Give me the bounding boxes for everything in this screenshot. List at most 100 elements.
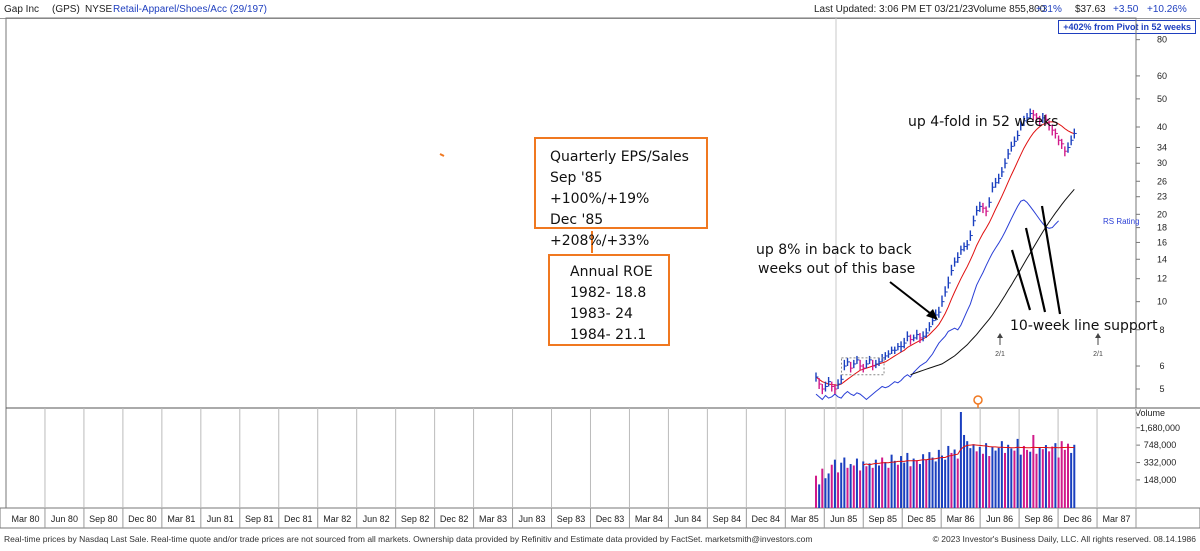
- volume-tick-label: 148,000: [1144, 475, 1177, 485]
- price-tick-label: 16: [1157, 237, 1167, 247]
- split-marker-head: [1095, 333, 1101, 338]
- time-tick-label: Mar 83: [479, 514, 507, 524]
- time-tick-label: Dec 85: [907, 514, 936, 524]
- volume-bar: [878, 465, 881, 508]
- volume-bar: [871, 467, 874, 508]
- volume-bar: [1067, 443, 1070, 508]
- volume-bar: [953, 449, 956, 508]
- volume-bar: [981, 453, 984, 508]
- volume-ma: [863, 444, 1075, 466]
- time-axis: Mar 80 Jun 80 Sep 80 Dec 80 Mar 81 Jun 81 Sep …: [11, 408, 1137, 528]
- time-tick-label: Sep 85: [868, 514, 897, 524]
- stock-exchange: NYSE: [85, 4, 113, 15]
- stock-name: Gap Inc: [4, 4, 40, 15]
- support-stroke: [1040, 205, 1062, 315]
- ma40-line: [910, 188, 1075, 376]
- volume-bar: [934, 461, 937, 508]
- volume-bar: [988, 456, 991, 508]
- time-tick-label: Sep 80: [89, 514, 118, 524]
- volume-bar: [947, 445, 950, 508]
- volume-bar: [975, 451, 978, 508]
- volume-peak-marker: [973, 395, 983, 405]
- volume-bar: [862, 461, 865, 508]
- volume-bar: [830, 464, 833, 508]
- stock-symbol: (GPS): [52, 4, 80, 15]
- volume-bar: [815, 475, 817, 508]
- price-tick-label: 8: [1159, 325, 1164, 335]
- volume-tick-label: 748,000: [1144, 440, 1177, 450]
- volume-bar: [1070, 452, 1073, 508]
- price-tick-label: 18: [1157, 223, 1167, 233]
- volume-bar: [956, 458, 959, 508]
- annotation-overlay: RS Rating 2/1 2/1: [439, 153, 1139, 408]
- time-tick-label: Sep 83: [557, 514, 586, 524]
- base-annotation-line1: up 8% in back to back: [756, 242, 912, 258]
- volume-bar: [821, 468, 824, 508]
- price-tick-label: 40: [1157, 122, 1167, 132]
- time-tick-label: Sep 82: [401, 514, 430, 524]
- price-tick-label: 60: [1157, 71, 1167, 81]
- volume-axis: Volume 1,680,000 748,000 332,000 148,000: [1135, 408, 1180, 485]
- time-tick-label: Jun 84: [674, 514, 701, 524]
- volume-bar: [978, 446, 981, 508]
- time-tick-label: Sep 86: [1024, 514, 1053, 524]
- volume-bar: [950, 452, 953, 508]
- volume-bar: [1060, 441, 1063, 508]
- volume-bar: [1041, 449, 1044, 508]
- volume-bar: [1022, 445, 1025, 508]
- volume-bar: [846, 467, 849, 508]
- split-marker-head: [997, 333, 1003, 338]
- time-tick-label: Mar 82: [323, 514, 351, 524]
- volume-bar: [912, 458, 915, 508]
- time-axis-strip: [0, 507, 1200, 529]
- volume-bar: [833, 459, 836, 508]
- volume-bar: [1054, 443, 1057, 508]
- volume-bar: [944, 459, 947, 508]
- volume-bar: [1057, 457, 1060, 508]
- volume-bar: [1013, 450, 1016, 508]
- volume-bar: [890, 454, 893, 508]
- pivot-note: +402% from Pivot in 52 weeks: [1058, 20, 1196, 34]
- volume-ma-line: [863, 444, 1075, 466]
- volume-bars: [815, 412, 1076, 508]
- volume-bar: [985, 443, 988, 508]
- volume-bar: [887, 467, 890, 508]
- industry-link[interactable]: Retail-Apparel/Shoes/Acc (29/197): [113, 4, 267, 15]
- footer-copyright: © 2023 Investor's Business Daily, LLC. A…: [932, 534, 1196, 544]
- time-tick-label: Dec 81: [284, 514, 313, 524]
- volume-bar: [972, 444, 975, 508]
- eps-row: Dec '85 +208%/+33%: [550, 212, 650, 249]
- ma10-group: [815, 121, 1075, 386]
- time-tick-label: Mar 86: [947, 514, 975, 524]
- volume-bar: [1026, 449, 1029, 508]
- volume-axis-title: Volume: [1135, 408, 1165, 418]
- base-box: [841, 357, 885, 376]
- volume-bar: [925, 459, 928, 508]
- rs-line-group: [815, 199, 1059, 401]
- price-tick-label: 50: [1157, 94, 1167, 104]
- volume-bar: [843, 457, 846, 508]
- time-tick-label: Mar 81: [167, 514, 195, 524]
- volume-bar: [966, 441, 969, 508]
- time-tick-label: Jun 81: [207, 514, 234, 524]
- volume-bar: [915, 460, 918, 508]
- price-tick-label: 10: [1157, 297, 1167, 307]
- split-marker-label: 2/1: [1093, 351, 1103, 358]
- eps-sales-callout: Quarterly EPS/Sales Sep '85 +100%/+19% D…: [534, 137, 708, 291]
- volume-bar: [865, 466, 868, 508]
- volume-bar: [884, 462, 887, 508]
- support-annotation: 10-week line support: [1010, 318, 1158, 334]
- volume-bar: [1035, 453, 1038, 508]
- breakout-arrow-line: [889, 281, 936, 318]
- volume-bar: [937, 449, 940, 508]
- volume-bar: [1019, 454, 1022, 508]
- time-tick-label: Mar 85: [791, 514, 819, 524]
- time-tick-label: Mar 84: [635, 514, 663, 524]
- volume-bar: [1029, 451, 1032, 508]
- price-axis: 80 60 50 40 34 30 26 23 20 18 16 14 12 10 8 6 5: [1136, 35, 1167, 394]
- price-bars: [815, 108, 1077, 395]
- time-tick-label: Jun 80: [51, 514, 78, 524]
- volume-bar: [922, 454, 925, 508]
- volume-bar: [997, 447, 1000, 508]
- volume-bar: [918, 464, 921, 508]
